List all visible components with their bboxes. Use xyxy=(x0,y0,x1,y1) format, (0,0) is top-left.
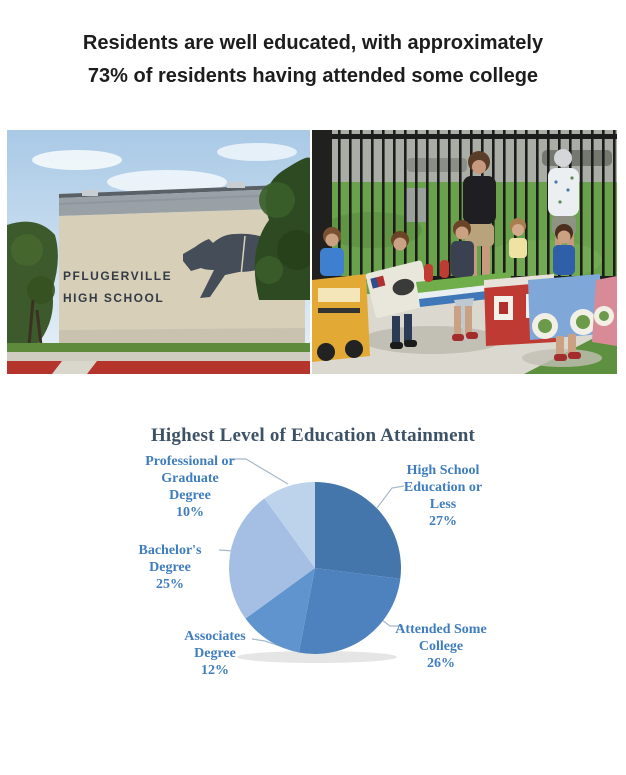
education-attainment-chart: Highest Level of Education Attainment Pr… xyxy=(0,415,626,715)
trees xyxy=(7,157,310,346)
pie-slice-attended-some-college xyxy=(298,568,401,655)
pie-slice-associates-degree xyxy=(245,568,315,653)
headline-line-2: 73% of residents having attended some co… xyxy=(87,65,539,87)
pie-label-high-school: High School Education or Less 27% xyxy=(403,463,483,529)
child-with-bus-costume xyxy=(312,227,370,362)
sign-line-2: HIGH SCHOOL xyxy=(63,291,164,305)
pie-shadow xyxy=(237,651,397,663)
pie-slice-professional-or-graduate-degree xyxy=(264,482,315,568)
street-curb xyxy=(7,343,310,374)
pink-box-costume xyxy=(592,276,617,346)
sign-line-1: PFLUGERVILLE xyxy=(63,269,172,283)
pie-label-bachelors: Bachelor's Degree 25% xyxy=(138,543,202,592)
leader-professional xyxy=(231,458,289,485)
photo-children-cardboard-parade xyxy=(312,130,617,374)
pie-chart-canvas xyxy=(218,458,405,663)
chart-title: Highest Level of Education Attainment xyxy=(150,425,476,446)
leader-high-school xyxy=(376,485,405,509)
pie-slices xyxy=(228,482,401,655)
adult-woman xyxy=(463,151,496,276)
pie-label-professional-graduate: Professional or Graduate Degree 10% xyxy=(145,454,235,520)
pie-slice-bachelor-s-degree xyxy=(228,498,315,619)
child-with-blue-car-costume xyxy=(528,224,602,361)
child-with-white-box-costume xyxy=(365,231,432,349)
pie-slice-high-school-education-or-less xyxy=(315,482,401,579)
pie-label-associates: Associates Degree 12% xyxy=(184,629,246,678)
photo-pflugerville-high-school: PFLUGERVILLE HIGH SCHOOL xyxy=(7,130,310,374)
pie-label-attended-college: Attended Some College 26% xyxy=(395,622,487,671)
school-sign-text: PFLUGERVILLE HIGH SCHOOL xyxy=(63,269,172,305)
headline-line-1: Residents are well educated, with approx… xyxy=(82,32,544,54)
page-headline: Residents are well educated, with approx… xyxy=(0,27,626,93)
child-with-airplane-costume xyxy=(416,220,514,341)
